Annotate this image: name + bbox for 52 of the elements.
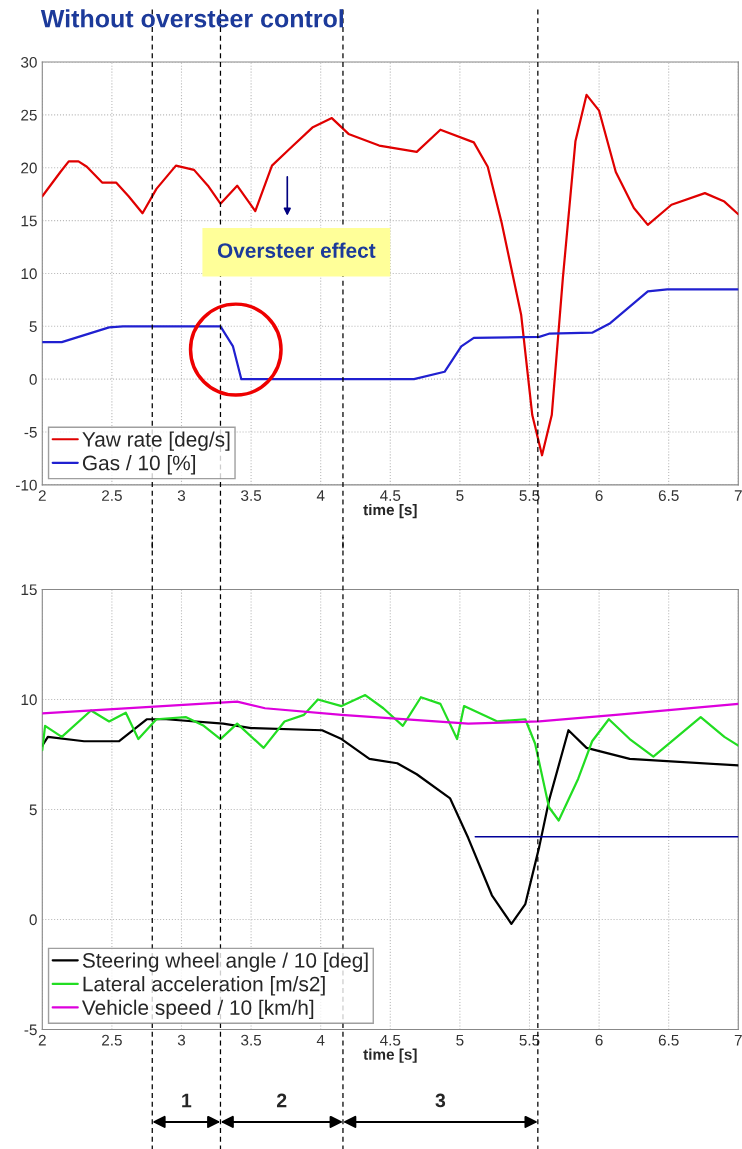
x-tick-label: 6.5: [658, 490, 679, 501]
legend-label: Lateral acceleration [m/s2]: [83, 976, 325, 996]
line-series: [42, 93, 739, 457]
y-tick-label: 10: [21, 694, 37, 706]
x-tick-label: 5.5: [519, 490, 540, 501]
x-tick-label: 2.5: [102, 490, 122, 501]
x-tick-label: 5.5: [519, 1034, 540, 1046]
x-tick-label: 4.5: [380, 490, 401, 501]
y-tick-label: -5: [24, 427, 37, 438]
x-tick-label: 3.5: [241, 490, 262, 501]
x-tick-label: 5: [456, 490, 464, 501]
line-series: [42, 700, 739, 725]
legend-label: Yaw rate [deg/s]: [82, 431, 230, 451]
x-tick-label: 4: [316, 1034, 325, 1046]
y-tick-label: 25: [21, 109, 37, 121]
x-axis-title: time [s]: [363, 1048, 417, 1063]
y-tick-label: -5: [24, 1024, 37, 1036]
x-tick-label: 7: [734, 1034, 742, 1046]
y-tick-label: 20: [21, 162, 37, 174]
x-tick-label: 7: [734, 490, 742, 501]
x-tick-label: 3: [177, 490, 186, 501]
x-tick-label: 2: [38, 490, 46, 501]
y-tick-label: 10: [21, 268, 37, 280]
y-tick-label: 5: [29, 804, 37, 816]
y-tick-label: 15: [21, 215, 37, 227]
x-tick-label: 5: [456, 1034, 464, 1046]
x-tick-label: 2.5: [102, 1034, 122, 1046]
x-axis-title: time [s]: [363, 503, 417, 519]
legend-label: Gas / 10 [%]: [82, 455, 196, 475]
annotation: Oversteer effect: [217, 242, 376, 258]
legend-label: Steering wheel angle / 10 [deg]: [82, 952, 368, 972]
x-tick-label: 4: [316, 490, 325, 501]
y-tick-label: 15: [21, 584, 37, 596]
x-tick-label: 6: [595, 1034, 603, 1046]
y-tick-label: 30: [21, 56, 37, 68]
x-tick-label: 2: [38, 1034, 46, 1046]
y-tick-label: 5: [29, 321, 37, 332]
y-tick-label: 0: [29, 914, 37, 926]
line-series: [42, 693, 739, 822]
y-tick-label: 0: [29, 374, 37, 385]
legend-label: Vehicle speed / 10 [km/h]: [81, 999, 314, 1020]
chart-title: Without oversteer control: [40, 9, 344, 28]
x-tick-label: 3: [177, 1034, 186, 1046]
x-tick-label: 4.5: [380, 1034, 401, 1046]
text: 2: [276, 1093, 287, 1108]
x-tick-label: 3.5: [241, 1034, 262, 1046]
x-tick-label: 6: [595, 490, 603, 501]
text: 1: [182, 1093, 192, 1108]
text: 3: [435, 1093, 446, 1108]
y-tick-label: -10: [16, 479, 37, 491]
x-tick-label: 6.5: [658, 1034, 679, 1046]
line-series: [42, 288, 739, 381]
